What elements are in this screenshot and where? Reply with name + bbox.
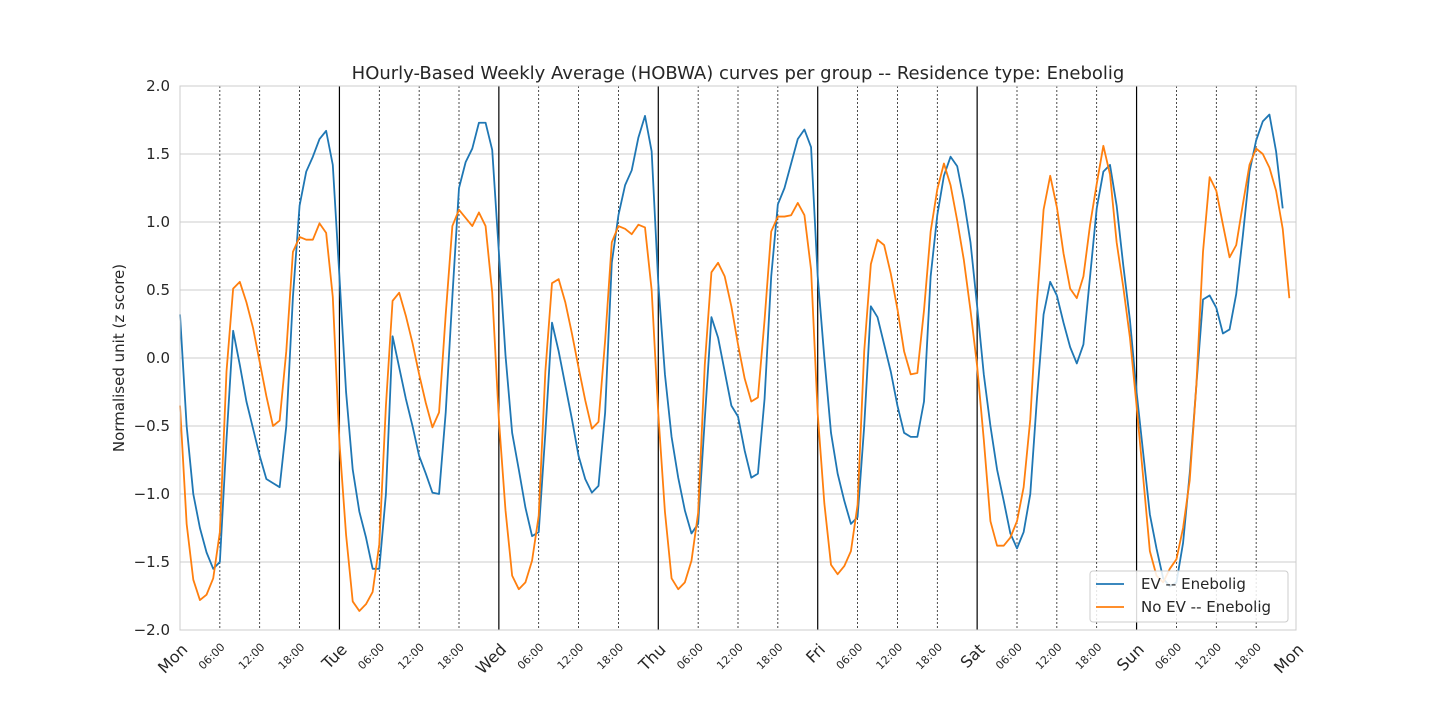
- day-separator-layer: [219, 86, 1257, 630]
- plot-frame: [179, 85, 1297, 631]
- y-axis-label: Normalised unit (z score): [110, 264, 128, 452]
- y-tick-label: 1.5: [146, 145, 170, 163]
- y-tick-label: −0.5: [134, 417, 170, 435]
- chart-title: HOurly-Based Weekly Average (HOBWA) curv…: [352, 63, 1125, 84]
- legend-label: No EV -- Enebolig: [1141, 598, 1271, 616]
- y-tick-label: −1.5: [134, 553, 170, 571]
- legend: EV -- Enebolig No EV -- Enebolig: [1089, 570, 1289, 623]
- y-tick-label: 0.0: [146, 349, 170, 367]
- series-line: [179, 113, 1284, 588]
- legend-label: EV -- Enebolig: [1141, 575, 1246, 593]
- y-tick-label: −2.0: [134, 621, 170, 639]
- y-tick-label: 0.5: [146, 281, 170, 299]
- y-tick-labels: −2.0 −1.5 −1.0 −0.5 0.0 0.5 1.0 1.5 2.0: [134, 77, 170, 639]
- y-tick-label: −1.0: [134, 485, 170, 503]
- series-layer: [179, 113, 1291, 612]
- series-line: [179, 144, 1291, 612]
- y-tick-label: 1.0: [146, 213, 170, 231]
- y-tick-label: 2.0: [146, 77, 170, 95]
- legend-box: [1089, 570, 1289, 623]
